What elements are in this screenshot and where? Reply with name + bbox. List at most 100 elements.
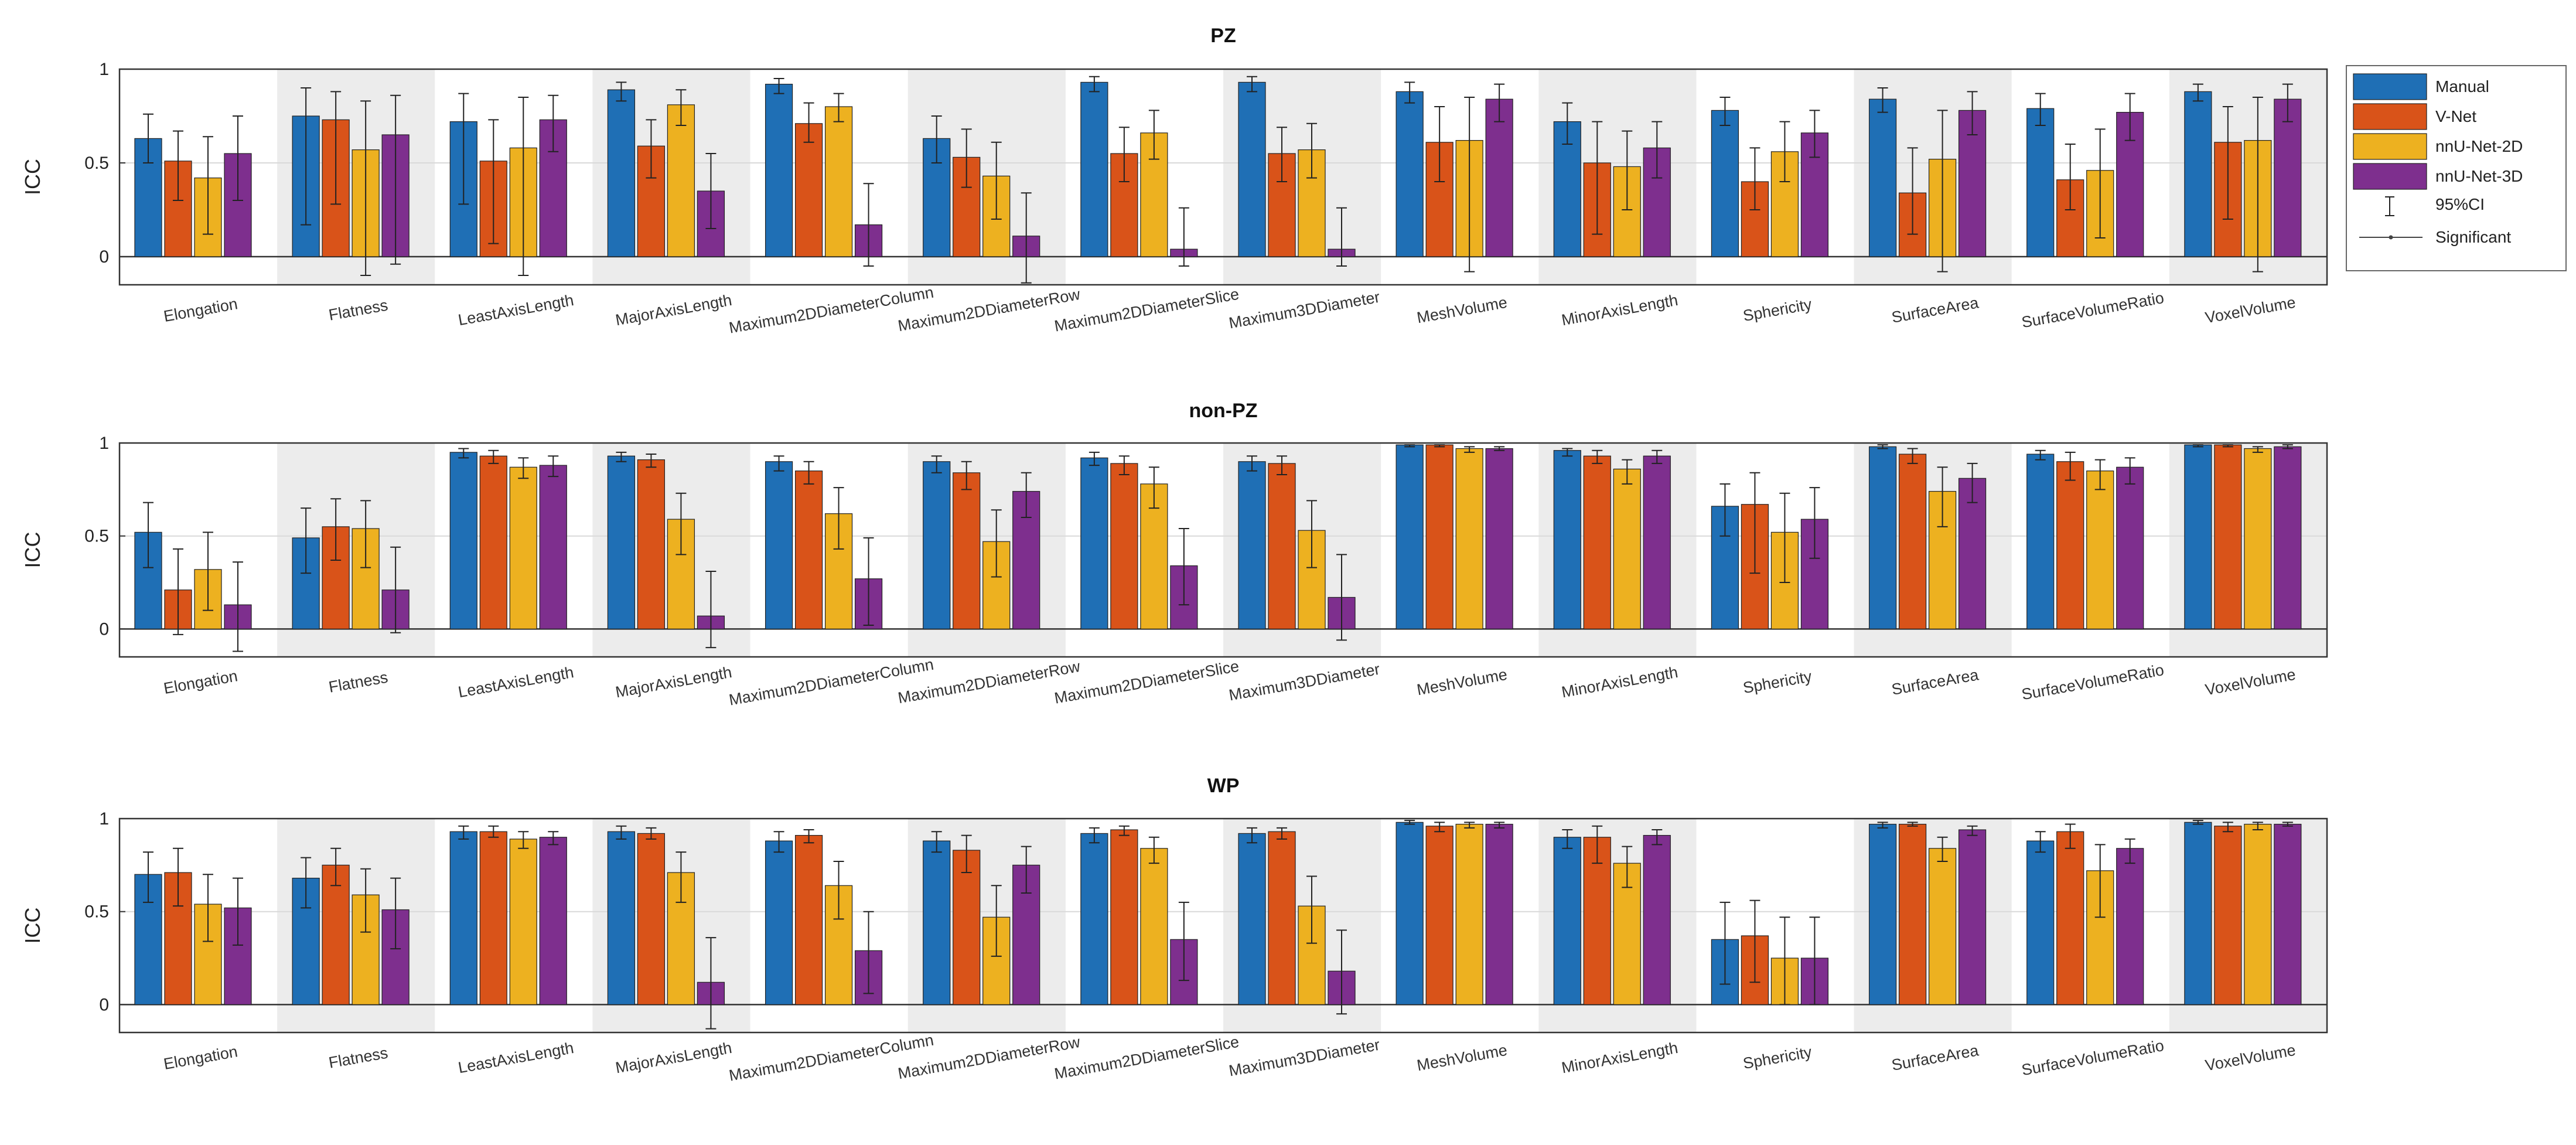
bar <box>2116 466 2144 629</box>
bar <box>322 864 350 1005</box>
bar <box>1080 81 1108 257</box>
bar <box>2086 471 2114 629</box>
bar <box>2026 454 2055 629</box>
legend-label: Manual <box>2435 77 2489 96</box>
bar <box>1800 132 1829 257</box>
bar <box>794 471 823 629</box>
y-tick-label: 0 <box>99 995 109 1014</box>
bar <box>1455 448 1483 629</box>
bar <box>2214 826 2242 1005</box>
x-tick-label: SurfaceVolumeRatio <box>2020 289 2165 331</box>
bar <box>2026 840 2055 1005</box>
bar <box>1268 463 1296 629</box>
bar <box>2214 444 2242 629</box>
legend-label: V-Net <box>2435 107 2476 125</box>
chart-panel-1: 0 0.5 1 ICC non-PZ Elongation Flatness LeastAxi… <box>21 400 2328 709</box>
y-axis-label: ICC <box>21 532 45 568</box>
y-axis-label: ICC <box>21 908 45 944</box>
bar <box>1553 837 1581 1005</box>
bar <box>1080 833 1108 1005</box>
legend-ci-label: 95%CI <box>2435 195 2485 213</box>
bar <box>765 84 793 257</box>
x-tick-label: Maximum3DDiameter <box>1227 1036 1381 1080</box>
bar <box>322 526 350 629</box>
bar <box>1898 454 1927 629</box>
x-tick-label: VoxelVolume <box>2204 666 2297 699</box>
bar <box>1868 98 1897 257</box>
bar <box>449 831 477 1005</box>
bar <box>1238 81 1266 257</box>
x-tick-label: Maximum2DDiameterSlice <box>1053 285 1240 335</box>
bar <box>794 834 823 1005</box>
bar <box>1110 829 1138 1005</box>
x-tick-label: SurfaceVolumeRatio <box>2020 661 2165 703</box>
y-tick-label: 1 <box>99 434 109 453</box>
bar <box>539 465 567 629</box>
x-tick-label: LeastAxisLength <box>457 291 575 329</box>
bar <box>1425 826 1454 1005</box>
bar <box>1140 848 1168 1005</box>
x-tick-label: MinorAxisLength <box>1560 291 1679 329</box>
bar <box>1643 455 1671 629</box>
x-tick-label: MeshVolume <box>1415 1041 1509 1075</box>
y-axis-label: ICC <box>21 159 45 195</box>
x-tick-label: MeshVolume <box>1415 294 1509 327</box>
legend-label: nnU-Net-2D <box>2435 137 2523 155</box>
x-tick-label: VoxelVolume <box>2204 294 2297 327</box>
legend-significance-dot <box>2389 235 2393 240</box>
bar <box>449 452 477 629</box>
x-tick-label: Elongation <box>162 667 239 697</box>
y-tick-label: 0.5 <box>84 902 109 922</box>
bar <box>1583 455 1611 629</box>
bar <box>1425 444 1454 629</box>
bar <box>953 850 981 1005</box>
x-tick-label: MinorAxisLength <box>1560 1039 1679 1076</box>
x-tick-label: Maximum3DDiameter <box>1227 288 1381 332</box>
chart-panel-2: 0 0.5 1 ICC WP Elongation Flatness LeastAxisLen… <box>21 775 2328 1085</box>
x-tick-label: Maximum3DDiameter <box>1227 660 1381 704</box>
x-tick-label: SurfaceArea <box>1890 666 1980 698</box>
bar <box>1485 98 1513 257</box>
bar <box>953 472 981 629</box>
bar <box>2026 108 2055 257</box>
bar <box>2244 823 2272 1005</box>
bar <box>1455 823 1483 1005</box>
bar <box>765 461 793 629</box>
bar <box>1928 848 1957 1005</box>
bar <box>2184 822 2212 1005</box>
bar <box>824 106 853 257</box>
y-tick-label: 0.5 <box>84 154 109 173</box>
y-tick-label: 1 <box>99 809 109 829</box>
bar <box>1613 468 1641 629</box>
x-tick-label: VoxelVolume <box>2204 1041 2297 1075</box>
bar <box>2116 848 2144 1005</box>
x-tick-label: Sphericity <box>1742 1043 1813 1072</box>
bar <box>479 831 507 1005</box>
x-tick-label: Maximum2DDiameterSlice <box>1053 657 1240 707</box>
bar <box>923 840 951 1005</box>
bar <box>667 104 695 257</box>
bar <box>1643 834 1671 1005</box>
bar <box>1868 823 1897 1005</box>
bar <box>1268 831 1296 1005</box>
x-tick-label: SurfaceVolumeRatio <box>2020 1037 2165 1079</box>
x-tick-label: SurfaceArea <box>1890 1041 1980 1074</box>
bar <box>1958 829 1987 1005</box>
bar <box>923 461 951 629</box>
bar <box>1868 446 1897 629</box>
bar <box>607 831 636 1005</box>
x-tick-label: MajorAxisLength <box>614 663 733 701</box>
y-tick-label: 1 <box>99 60 109 79</box>
bar <box>765 840 793 1005</box>
y-tick-label: 0 <box>99 247 109 267</box>
bar <box>637 833 666 1005</box>
y-tick-label: 0 <box>99 619 109 639</box>
axes-box <box>118 817 2328 1034</box>
x-tick-label: Flatness <box>327 669 390 696</box>
bar <box>1898 823 1927 1005</box>
axes-box <box>118 68 2328 286</box>
bar <box>1396 822 1424 1005</box>
bar <box>1958 478 1987 629</box>
legend: Manual V-Net nnU-Net-2D nnU-Net-3D 95%CI Sign… <box>2346 65 2567 271</box>
